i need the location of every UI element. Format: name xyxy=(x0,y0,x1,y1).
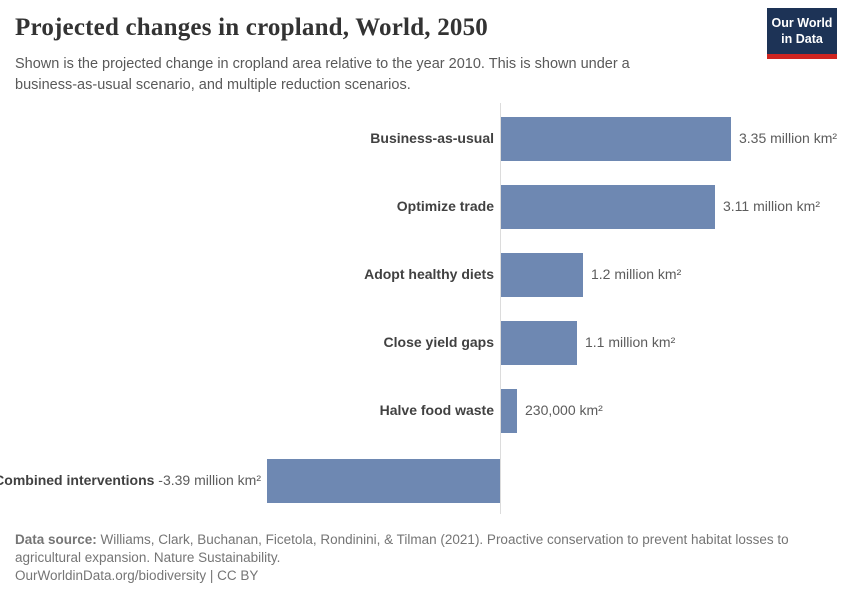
category-label: Adopt healthy diets xyxy=(364,266,494,282)
bar-combined-interventions[interactable] xyxy=(267,459,500,503)
bar-halve-food-waste[interactable] xyxy=(501,389,517,433)
chart-subtitle: Shown is the projected change in croplan… xyxy=(15,56,630,94)
category-label: Halve food waste xyxy=(379,402,494,418)
value-label: 1.2 million km² xyxy=(591,266,682,282)
category-label: Close yield gaps xyxy=(383,334,494,350)
zero-axis-line xyxy=(500,103,501,514)
value-label: -3.39 million km² xyxy=(158,472,261,488)
data-source-text: Williams, Clark, Buchanan, Ficetola, Ron… xyxy=(15,532,789,566)
category-and-value-label: Combined interventions -3.39 million km² xyxy=(0,472,261,488)
bar-business-as-usual[interactable] xyxy=(501,117,731,161)
value-label: 3.35 million km² xyxy=(739,130,838,146)
license-link[interactable]: OurWorldinData.org/biodiversity | CC BY xyxy=(15,568,259,583)
value-label: 3.11 million km² xyxy=(723,198,820,214)
bar-close-yield-gaps[interactable] xyxy=(501,321,577,365)
data-source-label: Data source: xyxy=(15,532,97,547)
category-label: Combined interventions xyxy=(0,472,159,488)
value-label: 230,000 km² xyxy=(525,402,603,418)
bar-optimize-trade[interactable] xyxy=(501,185,715,229)
owid-logo-line2: in Data xyxy=(781,32,823,47)
owid-logo[interactable]: Our World in Data xyxy=(767,8,837,59)
bar-adopt-healthy-diets[interactable] xyxy=(501,253,583,297)
owid-logo-line1: Our World xyxy=(771,16,833,30)
category-label: Business-as-usual xyxy=(370,130,494,146)
value-label: 1.1 million km² xyxy=(585,334,676,350)
chart-title: Projected changes in cropland, World, 20… xyxy=(15,14,488,41)
category-label: Optimize trade xyxy=(396,198,494,214)
data-source-note: Data source: Williams, Clark, Buchanan, … xyxy=(15,531,837,567)
